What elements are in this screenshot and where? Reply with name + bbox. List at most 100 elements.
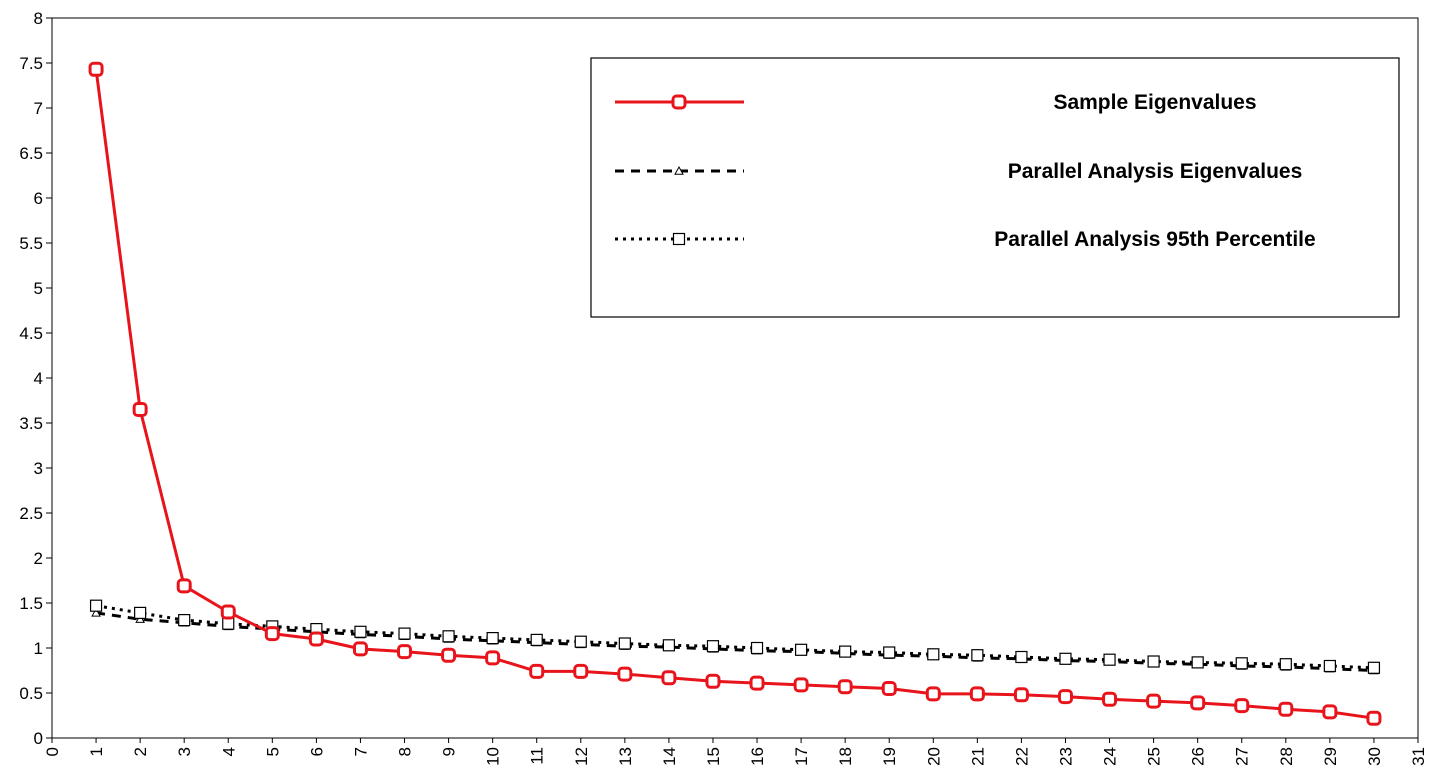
percentile-point xyxy=(134,606,147,620)
percentile-point xyxy=(883,646,896,659)
percentile-point xyxy=(1367,661,1381,674)
percentile-point xyxy=(1015,650,1028,664)
x-tick-label: 5 xyxy=(263,747,282,756)
y-tick-label: 3.5 xyxy=(19,414,43,433)
y-tick-label: 2.5 xyxy=(19,504,43,523)
sample-eigenvalue-point xyxy=(1057,689,1073,705)
x-tick-label: 28 xyxy=(1277,747,1296,766)
percentile-point xyxy=(1323,659,1336,673)
sample-eigenvalue-point xyxy=(925,686,941,702)
percentile-point xyxy=(618,637,631,650)
sample-eigenvalue-point xyxy=(1366,710,1382,726)
percentile-point xyxy=(1147,655,1160,668)
sample-eigenvalue-point xyxy=(485,650,501,666)
sample-eigenvalue-point xyxy=(220,604,236,620)
y-tick-label: 3 xyxy=(34,459,43,478)
y-tick-label: 8 xyxy=(34,9,43,28)
y-axis: 0 0.5 1 1.5 2 2.5 3 3.5 4 4.5 5 5.5 6 6.5 7 7.5 8 xyxy=(19,9,52,748)
x-tick-label: 20 xyxy=(924,747,943,766)
legend-box xyxy=(590,57,1400,318)
percentile-point xyxy=(794,643,808,656)
percentile-point xyxy=(354,625,367,638)
legend-label: Sample Eigenvalues xyxy=(1053,91,1256,114)
percentile-point xyxy=(530,633,543,647)
percentile-point xyxy=(574,635,587,648)
x-tick-label: 6 xyxy=(307,747,326,756)
y-tick-label: 7 xyxy=(34,99,43,118)
sample-eigenvalue-point xyxy=(969,686,985,702)
x-tick-label: 21 xyxy=(968,747,987,766)
x-tick-label: 22 xyxy=(1012,747,1031,766)
x-tick-label: 7 xyxy=(351,747,370,756)
x-tick-label: 24 xyxy=(1101,747,1120,766)
percentile-point xyxy=(222,617,235,630)
sample-eigenvalue-point xyxy=(705,673,721,689)
x-tick-label: 17 xyxy=(792,747,811,766)
sample-eigenvalue-point xyxy=(308,631,324,647)
percentile-point xyxy=(89,599,103,612)
series-line-1 xyxy=(95,611,1374,672)
x-tick-label: 19 xyxy=(880,747,899,766)
y-tick-label: 5.5 xyxy=(19,234,43,253)
sample-eigenvalue-point xyxy=(837,679,853,695)
percentile-point xyxy=(662,639,676,652)
y-tick-label: 1 xyxy=(34,639,43,658)
percentile-point xyxy=(706,640,720,653)
y-tick-label: 7.5 xyxy=(19,54,43,73)
y-tick-label: 2 xyxy=(34,549,43,568)
x-tick-label: 31 xyxy=(1409,747,1428,766)
sample-eigenvalue-point xyxy=(1013,687,1029,703)
percentile-point xyxy=(750,641,764,655)
sample-eigenvalue-point xyxy=(1146,693,1162,709)
percentile-point xyxy=(398,627,411,640)
legend-label: Parallel Analysis 95th Percentile xyxy=(994,228,1315,251)
parallel-eigenvalue-point xyxy=(91,607,101,617)
x-tick-label: 10 xyxy=(484,747,503,766)
sample-eigenvalue-point xyxy=(441,647,457,663)
percentile-point xyxy=(178,613,191,627)
percentile-point xyxy=(1279,658,1292,671)
x-tick-label: 14 xyxy=(660,747,679,766)
x-tick-label: 1 xyxy=(87,747,106,756)
series-line-2 xyxy=(95,604,1374,670)
x-tick-label: 29 xyxy=(1321,747,1340,766)
sample-eigenvalue-point xyxy=(132,402,148,417)
percentile-point xyxy=(1103,653,1116,666)
x-tick-label: 26 xyxy=(1189,747,1208,766)
percentile-point xyxy=(442,630,455,643)
x-tick-label: 3 xyxy=(175,747,194,756)
y-tick-label: 4 xyxy=(34,369,43,388)
legend-label: Parallel Analysis Eigenvalues xyxy=(1008,160,1303,183)
sample-eigenvalue-point xyxy=(352,641,368,657)
percentile-point xyxy=(1235,657,1248,670)
sample-eigenvalue-point xyxy=(749,675,765,691)
sample-eigenvalue-point xyxy=(1190,695,1206,711)
y-tick-label: 6 xyxy=(34,189,43,208)
sample-eigenvalue-point xyxy=(1278,701,1294,717)
x-tick-label: 15 xyxy=(704,747,723,766)
y-tick-label: 1.5 xyxy=(19,594,43,613)
sample-eigenvalue-point xyxy=(1322,704,1338,720)
legend: Sample Eigenvalues Parallel Analysis Eige… xyxy=(590,57,1400,318)
y-tick-label: 0 xyxy=(34,729,43,748)
y-tick-label: 4.5 xyxy=(19,324,43,343)
sample-eigenvalue-point xyxy=(881,681,897,696)
x-axis: 0 1 2 3 4 5 6 7 8 9 10 11 12 13 14 15 16 17 18 19 20 21 22 23 24… xyxy=(43,738,1428,766)
sample-eigenvalue-point xyxy=(671,94,687,110)
sample-eigenvalue-point xyxy=(1102,691,1118,707)
x-tick-label: 8 xyxy=(396,747,415,756)
sample-eigenvalue-point xyxy=(1234,698,1250,714)
percentile-point xyxy=(971,649,984,662)
sample-eigenvalue-point xyxy=(661,670,677,686)
sample-eigenvalue-point xyxy=(573,663,589,679)
x-tick-label: 13 xyxy=(616,747,635,766)
x-tick-label: 11 xyxy=(528,747,547,765)
y-tick-label: 0.5 xyxy=(19,684,43,703)
x-tick-label: 18 xyxy=(836,747,855,766)
sample-eigenvalue-point xyxy=(88,61,104,77)
sample-eigenvalue-point xyxy=(176,578,192,594)
y-tick-label: 5 xyxy=(34,279,43,298)
sample-eigenvalue-point xyxy=(397,644,413,660)
x-tick-label: 23 xyxy=(1056,747,1075,766)
